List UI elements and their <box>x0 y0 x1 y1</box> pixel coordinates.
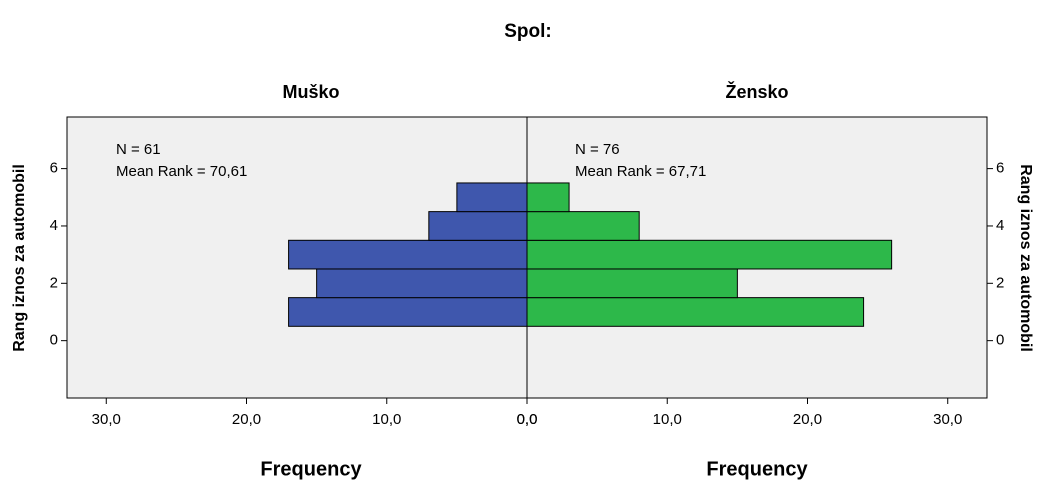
y-tick-label-right: 2 <box>996 274 1004 291</box>
y-tick-label-right: 0 <box>996 332 1004 349</box>
y-tick-label: 4 <box>50 217 58 234</box>
x-tick-label: 10,0 <box>653 411 682 428</box>
y-axis-label: Rang iznos za automobil <box>11 164 28 352</box>
annotation: Mean Rank = 67,71 <box>575 163 706 180</box>
x-tick-label: 20,0 <box>232 411 261 428</box>
bar <box>526 239 893 270</box>
x-tick-label: 0,0 <box>517 411 538 428</box>
y-tick-label-right: 4 <box>996 217 1004 234</box>
x-tick-label: 30,0 <box>933 411 962 428</box>
y-tick-label: 6 <box>50 160 58 177</box>
bar <box>428 211 528 241</box>
bar <box>456 182 528 213</box>
bar <box>288 297 528 327</box>
bar <box>526 268 738 299</box>
x-tick-label: 0,0 <box>517 411 538 428</box>
bar <box>526 297 865 327</box>
x-tick-label: 10,0 <box>372 411 401 428</box>
bar <box>288 239 528 270</box>
panel-title: Žensko <box>725 81 788 102</box>
bar <box>316 268 528 299</box>
bar <box>526 211 640 241</box>
x-tick-label: 20,0 <box>793 411 822 428</box>
annotation: N = 76 <box>575 141 620 158</box>
annotation: Mean Rank = 70,61 <box>116 163 247 180</box>
bar <box>526 182 570 213</box>
x-tick-label: 30,0 <box>92 411 121 428</box>
annotation: N = 61 <box>116 141 161 158</box>
x-axis-label: Frequency <box>706 458 808 480</box>
y-tick-label-right: 6 <box>996 160 1004 177</box>
y-axis-label-right: Rang iznos za automobil <box>1017 164 1034 352</box>
panel-title: Muško <box>282 82 339 102</box>
y-tick-label: 0 <box>50 332 58 349</box>
chart-title: Spol: <box>504 21 552 42</box>
y-tick-label: 2 <box>50 274 58 291</box>
x-axis-label: Frequency <box>260 458 362 480</box>
